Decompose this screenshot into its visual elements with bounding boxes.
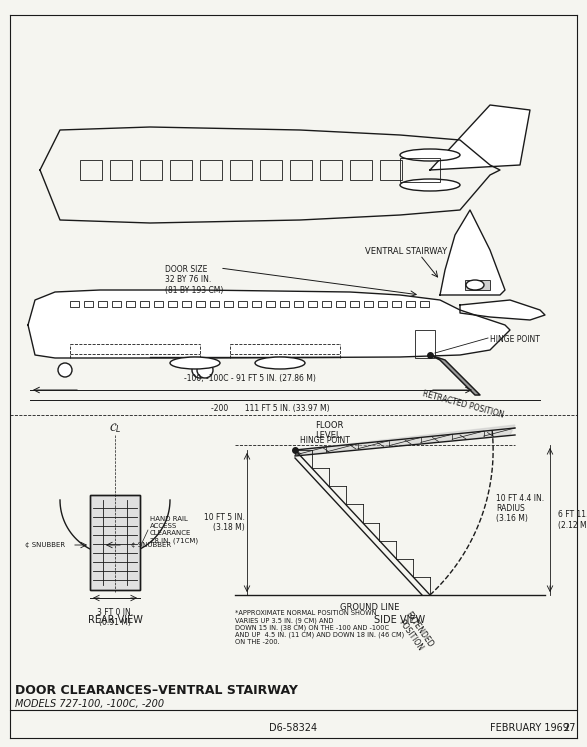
Text: HAND RAIL
ACCESS
CLEARANCE
28 IN. (71CM): HAND RAIL ACCESS CLEARANCE 28 IN. (71CM) <box>150 516 198 544</box>
Ellipse shape <box>400 179 460 191</box>
Bar <box>80 160 102 180</box>
Bar <box>350 301 359 307</box>
Bar <box>322 301 331 307</box>
Bar <box>350 160 372 180</box>
Bar <box>406 301 415 307</box>
Text: RETRACTED POSITION: RETRACTED POSITION <box>421 390 505 420</box>
Polygon shape <box>430 105 530 170</box>
Bar <box>415 330 435 358</box>
Polygon shape <box>295 425 515 455</box>
Bar <box>400 158 440 182</box>
Bar <box>112 301 121 307</box>
Ellipse shape <box>400 149 460 161</box>
Text: ¢ SNUBBER: ¢ SNUBBER <box>131 542 171 548</box>
Text: VENTRAL STAIRWAY: VENTRAL STAIRWAY <box>365 247 447 256</box>
Circle shape <box>192 362 208 378</box>
Bar <box>380 160 402 180</box>
Text: REAR VIEW: REAR VIEW <box>87 615 143 625</box>
Text: DOOR SIZE
32 BY 76 IN.
(81 BY 193 CM): DOOR SIZE 32 BY 76 IN. (81 BY 193 CM) <box>165 265 224 295</box>
Bar <box>196 301 205 307</box>
Text: FLOOR
LEVEL: FLOOR LEVEL <box>315 421 343 440</box>
Ellipse shape <box>466 280 484 290</box>
Text: -100, -100C - 91 FT 5 IN. (27.86 M): -100, -100C - 91 FT 5 IN. (27.86 M) <box>184 374 316 383</box>
Bar <box>230 160 252 180</box>
Bar <box>84 301 93 307</box>
Text: GROUND LINE: GROUND LINE <box>340 603 400 612</box>
Bar <box>224 301 233 307</box>
Bar <box>336 301 345 307</box>
Bar <box>182 301 191 307</box>
Text: EXTENDED
POSITION: EXTENDED POSITION <box>395 610 435 655</box>
Text: 6 FT 11.5 IN.
(2.12 M): 6 FT 11.5 IN. (2.12 M) <box>558 510 587 530</box>
Bar <box>420 301 429 307</box>
Bar <box>364 301 373 307</box>
Circle shape <box>58 363 72 377</box>
Polygon shape <box>460 300 545 320</box>
Bar <box>392 301 401 307</box>
Text: *APPROXIMATE NORMAL POSITION SHOWN
VARIES UP 3.5 IN. (9 CM) AND
DOWN 15 IN. (38 : *APPROXIMATE NORMAL POSITION SHOWN VARIE… <box>235 610 404 645</box>
Text: -200       111 FT 5 IN. (33.97 M): -200 111 FT 5 IN. (33.97 M) <box>211 404 329 413</box>
Text: HINGE POINT: HINGE POINT <box>490 335 540 344</box>
Text: $\mathcal{C}_L$: $\mathcal{C}_L$ <box>109 421 121 435</box>
Bar <box>260 160 282 180</box>
Text: 10 FT 4.4 IN.
RADIUS
(3.16 M): 10 FT 4.4 IN. RADIUS (3.16 M) <box>496 494 544 524</box>
Text: D6-58324: D6-58324 <box>269 723 317 733</box>
Bar <box>210 301 219 307</box>
Text: 3 FT 0 IN.
(0.91 M): 3 FT 0 IN. (0.91 M) <box>97 608 133 627</box>
Text: ¢ SNUBBER: ¢ SNUBBER <box>25 542 65 548</box>
Bar <box>290 160 312 180</box>
Bar <box>98 301 107 307</box>
Bar <box>140 301 149 307</box>
Text: 10 FT 5 IN.
(3.18 M): 10 FT 5 IN. (3.18 M) <box>204 512 245 532</box>
Bar <box>90 495 140 590</box>
Bar <box>90 495 140 590</box>
Bar <box>200 160 222 180</box>
Text: SIDE VIEW: SIDE VIEW <box>375 615 426 625</box>
Text: FEBRUARY 1969: FEBRUARY 1969 <box>490 723 569 733</box>
Text: DOOR CLEARANCES–VENTRAL STAIRWAY: DOOR CLEARANCES–VENTRAL STAIRWAY <box>15 684 298 696</box>
Ellipse shape <box>255 357 305 369</box>
Bar <box>320 160 342 180</box>
Text: HINGE POINT: HINGE POINT <box>300 436 350 445</box>
Circle shape <box>197 362 213 378</box>
Ellipse shape <box>170 357 220 369</box>
Bar <box>252 301 261 307</box>
Bar <box>266 301 275 307</box>
Bar <box>465 280 490 290</box>
Polygon shape <box>28 290 510 358</box>
Text: MODELS 727-100, -100C, -200: MODELS 727-100, -100C, -200 <box>15 699 164 709</box>
Bar <box>378 301 387 307</box>
Bar <box>140 160 162 180</box>
Bar <box>238 301 247 307</box>
Polygon shape <box>440 210 505 295</box>
Bar <box>154 301 163 307</box>
Bar <box>168 301 177 307</box>
Bar <box>170 160 192 180</box>
Bar <box>294 301 303 307</box>
Bar <box>110 160 132 180</box>
Bar <box>70 301 79 307</box>
Bar <box>308 301 317 307</box>
Bar <box>280 301 289 307</box>
Polygon shape <box>430 355 480 395</box>
Bar <box>126 301 135 307</box>
Text: 27: 27 <box>564 723 576 733</box>
